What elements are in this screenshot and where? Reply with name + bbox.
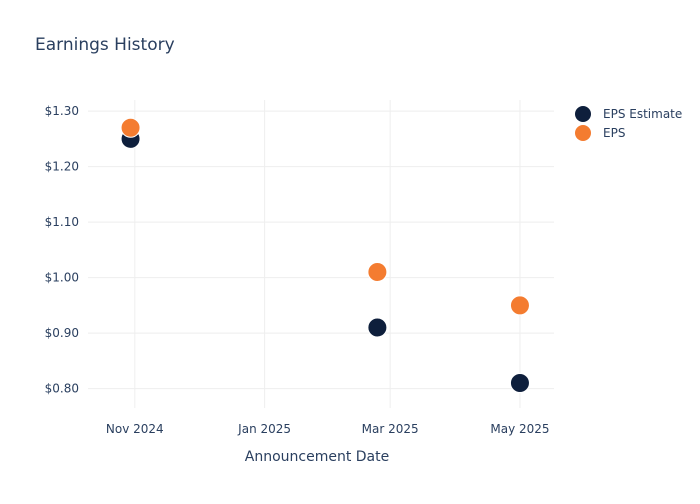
chart-title: Earnings History bbox=[35, 35, 175, 55]
x-axis-label: Announcement Date bbox=[245, 449, 389, 465]
y-tick-label: $1.10 bbox=[45, 215, 79, 229]
legend-marker bbox=[575, 125, 591, 141]
axis-layer: $0.80 $0.90 $1.00 $1.10 $1.20 $1.30 Nov 2024 Ja… bbox=[45, 104, 550, 436]
x-tick-label: Mar 2025 bbox=[362, 422, 419, 436]
y-tick-label: $1.30 bbox=[45, 104, 79, 118]
legend-item-eps-estimate[interactable]: EPS Estimate bbox=[575, 106, 682, 122]
points-layer bbox=[120, 117, 530, 394]
data-point-eps-estimate bbox=[509, 373, 530, 394]
legend-item-eps[interactable]: EPS bbox=[575, 125, 625, 141]
data-point-eps-estimate bbox=[367, 317, 388, 338]
x-tick-label: May 2025 bbox=[490, 422, 549, 436]
data-point-eps bbox=[509, 295, 530, 316]
x-tick-label: Jan 2025 bbox=[237, 422, 291, 436]
data-point-eps bbox=[367, 262, 388, 283]
legend-label: EPS bbox=[603, 126, 625, 140]
data-point-eps bbox=[120, 117, 141, 138]
legend-label: EPS Estimate bbox=[603, 107, 682, 121]
legend[interactable]: EPS Estimate EPS bbox=[575, 106, 682, 141]
y-tick-label: $1.00 bbox=[45, 271, 79, 285]
grid-layer bbox=[88, 100, 554, 408]
y-tick-label: $0.90 bbox=[45, 326, 79, 340]
x-tick-label: Nov 2024 bbox=[106, 422, 164, 436]
y-tick-label: $0.80 bbox=[45, 382, 79, 396]
y-tick-label: $1.20 bbox=[45, 160, 79, 174]
legend-marker bbox=[575, 106, 591, 122]
